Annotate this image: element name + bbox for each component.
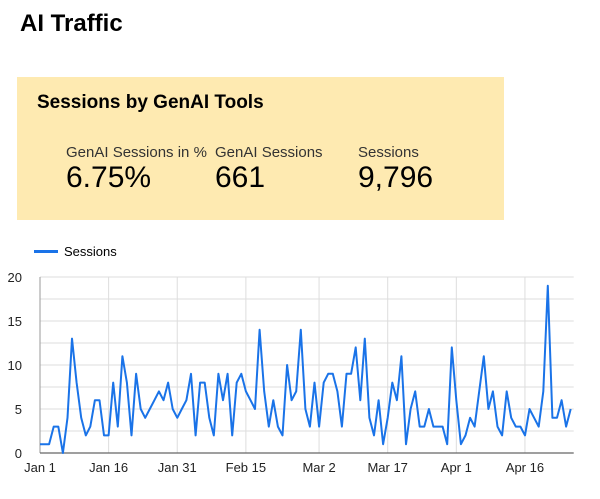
x-tick-label: Jan 16 bbox=[89, 460, 128, 475]
x-tick-label: Jan 31 bbox=[158, 460, 197, 475]
y-tick-label: 15 bbox=[8, 314, 22, 329]
x-tick-label: Apr 1 bbox=[441, 460, 472, 475]
y-tick-label: 10 bbox=[8, 358, 22, 373]
kpi-value: 9,796 bbox=[358, 161, 434, 194]
kpi-label: GenAI Sessions in % bbox=[66, 144, 207, 161]
x-tick-label: Mar 2 bbox=[302, 460, 335, 475]
x-tick-label: Jan 1 bbox=[24, 460, 56, 475]
sessions-line-chart: 0 5 10 15 20 Jan 1 Jan 16 Jan 31 Feb 15 Mar 2 Mar … bbox=[8, 270, 574, 475]
kpi-banner: Sessions by GenAI Tools GenAI Sessions i… bbox=[17, 77, 504, 220]
sessions-series-line bbox=[40, 284, 572, 454]
y-tick-label: 0 bbox=[15, 446, 22, 461]
x-tick-label: Feb 15 bbox=[226, 460, 266, 475]
y-tick-label: 20 bbox=[8, 270, 22, 285]
x-tick-label: Apr 16 bbox=[506, 460, 544, 475]
kpi-genai-percent: GenAI Sessions in % 6.75% bbox=[66, 144, 207, 195]
kpi-label: GenAI Sessions bbox=[215, 144, 323, 161]
kpi-label: Sessions bbox=[358, 144, 419, 161]
y-tick-label: 5 bbox=[15, 402, 22, 417]
page-title: AI Traffic bbox=[20, 10, 123, 37]
kpi-value: 661 bbox=[215, 161, 266, 194]
chart-legend[interactable]: Sessions bbox=[34, 244, 117, 259]
kpi-sessions: Sessions 9,796 bbox=[358, 144, 433, 195]
legend-swatch bbox=[34, 250, 58, 253]
legend-label: Sessions bbox=[64, 244, 117, 259]
x-tick-label: Mar 17 bbox=[367, 460, 407, 475]
kpi-genai-sessions: GenAI Sessions 661 bbox=[215, 144, 323, 195]
kpi-value: 6.75% bbox=[66, 161, 152, 194]
banner-title: Sessions by GenAI Tools bbox=[37, 92, 264, 113]
